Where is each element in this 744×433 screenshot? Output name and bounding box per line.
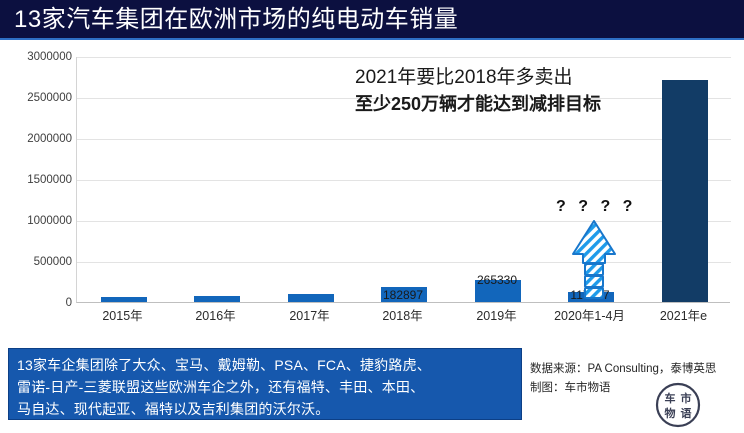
x-tick-label-2016: 2016年 bbox=[195, 309, 236, 323]
svg-text:车: 车 bbox=[665, 391, 676, 405]
y-axis: 3000000 2500000 2000000 1500000 1000000 … bbox=[0, 51, 72, 309]
y-tick-label: 1000000 bbox=[27, 215, 72, 227]
annotation-line-2: 至少250万辆才能达到减排目标 bbox=[355, 94, 602, 114]
y-tick-label: 1500000 bbox=[27, 174, 72, 186]
y-tick-label: 2000000 bbox=[27, 133, 72, 145]
x-tick-label-2019: 2019年 bbox=[476, 309, 517, 323]
x-tick-label-2017: 2017年 bbox=[289, 309, 330, 323]
chart-credit-text: 制图：车市物语 bbox=[530, 382, 611, 394]
chart-annotation: 2021年要比2018年多卖出 至少250万辆才能达到减排目标 bbox=[355, 64, 685, 118]
bar-label-2018: 182897 bbox=[382, 288, 424, 302]
bar-2021e[interactable] bbox=[662, 80, 708, 302]
question-marks-label: ? ? ? ? bbox=[556, 198, 637, 215]
bar-2015[interactable] bbox=[101, 297, 147, 302]
annotation-line-1: 2021年要比2018年多卖出 bbox=[355, 67, 573, 88]
note-line-3: 马自达、现代起亚、福特以及吉利集团的沃尔沃。 bbox=[17, 401, 330, 417]
svg-text:物: 物 bbox=[665, 406, 676, 420]
bar-label-2019: 265330 bbox=[476, 273, 518, 287]
bar-2019[interactable] bbox=[475, 280, 521, 302]
watermark-seal-icon: 车 市 物 语 bbox=[655, 382, 701, 428]
x-axis: 2015年 2016年 2017年 2018年 2019年 2020年1-4月 … bbox=[76, 305, 730, 329]
note-line-1: 13家车企集团除了大众、宝马、戴姆勒、PSA、FCA、捷豹路虎、 bbox=[17, 357, 431, 373]
note-line-2: 雷诺-日产-三菱联盟这些欧洲车企之外，还有福特、丰田、本田、 bbox=[17, 379, 425, 395]
page-title: 13家汽车集团在欧洲市场的纯电动车销量 bbox=[14, 6, 459, 33]
bar-2016[interactable] bbox=[194, 296, 240, 302]
data-source-text: 数据来源：PA Consulting，泰博英思 bbox=[530, 363, 717, 375]
gridline bbox=[77, 180, 731, 181]
x-tick-label-2020-jan-apr: 2020年1-4月 bbox=[554, 309, 625, 323]
gridline bbox=[77, 98, 731, 99]
bar-2018[interactable] bbox=[381, 287, 427, 302]
source-block: 数据来源：PA Consulting，泰博英思 制图：车市物语 bbox=[530, 360, 744, 398]
title-underline bbox=[0, 38, 744, 40]
x-tick-label-2015: 2015年 bbox=[102, 309, 143, 323]
up-arrow-icon bbox=[570, 218, 618, 300]
y-tick-label: 0 bbox=[65, 297, 72, 309]
title-bar: 13家汽车集团在欧洲市场的纯电动车销量 bbox=[0, 0, 744, 40]
gridline bbox=[77, 262, 731, 263]
y-tick-label: 2500000 bbox=[27, 92, 72, 104]
gridline bbox=[77, 139, 731, 140]
svg-text:语: 语 bbox=[681, 406, 692, 420]
x-tick-label-2021e: 2021年e bbox=[659, 309, 708, 323]
note-box: 13家车企集团除了大众、宝马、戴姆勒、PSA、FCA、捷豹路虎、 雷诺-日产-三… bbox=[8, 348, 522, 420]
bar-2017[interactable] bbox=[288, 294, 334, 302]
y-tick-label: 500000 bbox=[33, 256, 72, 268]
gridline bbox=[77, 57, 731, 58]
svg-text:市: 市 bbox=[681, 391, 692, 405]
x-tick-label-2018: 2018年 bbox=[382, 309, 423, 323]
y-tick-label: 3000000 bbox=[27, 51, 72, 63]
gridline bbox=[77, 221, 731, 222]
